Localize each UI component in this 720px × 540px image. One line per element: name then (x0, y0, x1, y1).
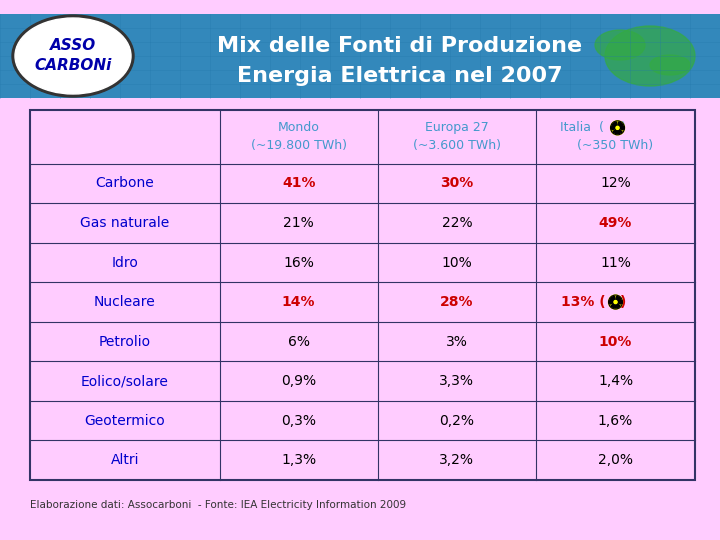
Text: 41%: 41% (282, 177, 315, 191)
Text: CARBONi: CARBONi (35, 58, 112, 73)
Text: 0,9%: 0,9% (281, 374, 316, 388)
Text: Geotermico: Geotermico (84, 414, 165, 428)
Wedge shape (611, 122, 617, 130)
Text: 13% (: 13% ( (561, 295, 606, 309)
Text: Europa 27: Europa 27 (425, 122, 489, 134)
Text: 30%: 30% (441, 177, 474, 191)
Bar (0, 14, 720, 98)
Text: 3,3%: 3,3% (439, 374, 474, 388)
Text: Eolico/solare: Eolico/solare (81, 374, 168, 388)
Text: 28%: 28% (440, 295, 474, 309)
Text: 0,3%: 0,3% (281, 414, 316, 428)
Text: 1,4%: 1,4% (598, 374, 633, 388)
Text: 11%: 11% (600, 255, 631, 269)
Ellipse shape (15, 26, 105, 86)
Wedge shape (611, 303, 620, 308)
Wedge shape (613, 130, 622, 134)
Text: Italia  (: Italia ( (559, 122, 603, 134)
Text: 10%: 10% (441, 255, 472, 269)
Ellipse shape (595, 30, 645, 60)
Text: (~3.600 TWh): (~3.600 TWh) (413, 139, 501, 152)
Text: Mix delle Fonti di Produzione: Mix delle Fonti di Produzione (217, 36, 582, 56)
Ellipse shape (12, 15, 134, 97)
Text: (~350 TWh): (~350 TWh) (577, 139, 654, 152)
Text: 22%: 22% (441, 216, 472, 230)
Text: 16%: 16% (283, 255, 314, 269)
Text: 6%: 6% (288, 335, 310, 349)
Text: 10%: 10% (599, 335, 632, 349)
Circle shape (611, 121, 624, 135)
Bar (30, 110, 695, 480)
Text: ): ) (619, 295, 626, 309)
Text: ASSO: ASSO (50, 38, 96, 53)
Ellipse shape (650, 55, 690, 75)
Wedge shape (610, 296, 615, 304)
Text: ): ) (621, 122, 626, 134)
Wedge shape (618, 122, 624, 130)
Ellipse shape (605, 26, 695, 86)
Ellipse shape (15, 18, 131, 94)
Ellipse shape (20, 55, 60, 75)
Circle shape (616, 126, 619, 130)
Text: 3,2%: 3,2% (439, 453, 474, 467)
Text: 1,6%: 1,6% (598, 414, 633, 428)
Text: 49%: 49% (599, 216, 632, 230)
Text: Mondo: Mondo (278, 122, 320, 134)
Text: 14%: 14% (282, 295, 315, 309)
Wedge shape (616, 296, 621, 304)
Text: Altri: Altri (110, 453, 139, 467)
Text: 2,0%: 2,0% (598, 453, 633, 467)
Text: Carbone: Carbone (95, 177, 154, 191)
Text: 12%: 12% (600, 177, 631, 191)
Text: Energia Elettrica nel 2007: Energia Elettrica nel 2007 (237, 66, 563, 86)
Text: 3%: 3% (446, 335, 468, 349)
Text: 21%: 21% (283, 216, 314, 230)
Text: Petrolio: Petrolio (99, 335, 150, 349)
Text: Gas naturale: Gas naturale (80, 216, 169, 230)
Text: 1,3%: 1,3% (281, 453, 316, 467)
Circle shape (608, 295, 623, 309)
Text: Idro: Idro (112, 255, 138, 269)
Text: (~19.800 TWh): (~19.800 TWh) (251, 139, 346, 152)
Circle shape (614, 301, 617, 303)
Text: 0,2%: 0,2% (439, 414, 474, 428)
Ellipse shape (70, 30, 120, 60)
Text: Elaborazione dati: Assocarboni  - Fonte: IEA Electricity Information 2009: Elaborazione dati: Assocarboni - Fonte: … (30, 500, 406, 510)
Text: Nucleare: Nucleare (94, 295, 156, 309)
